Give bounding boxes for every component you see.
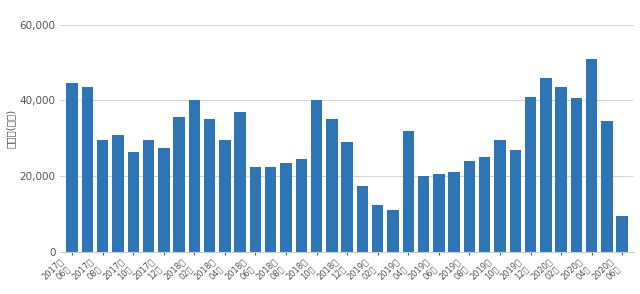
Bar xyxy=(464,161,475,252)
Bar xyxy=(586,59,597,252)
Bar xyxy=(540,78,552,252)
Bar xyxy=(449,173,460,252)
Bar xyxy=(494,140,506,252)
Bar xyxy=(326,119,338,252)
Bar xyxy=(280,163,292,252)
Bar xyxy=(173,117,185,252)
Y-axis label: 거래량(건수): 거래량(건수) xyxy=(6,109,15,148)
Bar xyxy=(234,112,246,252)
Bar xyxy=(418,176,429,252)
Bar xyxy=(616,216,628,252)
Bar xyxy=(341,142,353,252)
Bar xyxy=(204,119,216,252)
Bar xyxy=(189,100,200,252)
Bar xyxy=(219,140,230,252)
Bar xyxy=(601,121,612,252)
Bar xyxy=(433,174,445,252)
Bar xyxy=(311,100,323,252)
Bar xyxy=(112,135,124,252)
Bar xyxy=(403,131,414,252)
Bar xyxy=(356,186,368,252)
Bar xyxy=(127,152,139,252)
Bar xyxy=(250,167,261,252)
Bar xyxy=(571,98,582,252)
Bar xyxy=(143,140,154,252)
Bar xyxy=(556,87,567,252)
Bar xyxy=(387,211,399,252)
Bar xyxy=(479,157,490,252)
Bar xyxy=(509,150,521,252)
Bar xyxy=(296,159,307,252)
Bar xyxy=(525,97,536,252)
Bar xyxy=(82,87,93,252)
Bar xyxy=(158,148,170,252)
Bar xyxy=(372,205,383,252)
Bar xyxy=(97,140,108,252)
Bar xyxy=(265,167,276,252)
Bar xyxy=(67,83,78,252)
